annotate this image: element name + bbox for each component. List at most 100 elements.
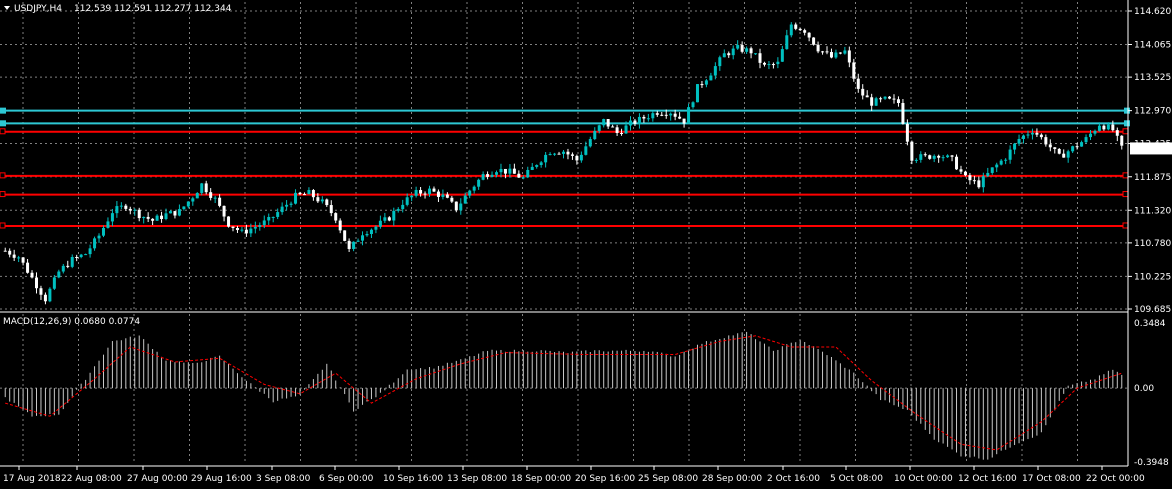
line-handle-left[interactable] [0,128,6,135]
candle-body [749,48,753,54]
candle-body [914,159,918,161]
price-tick-label: 111.875 [1134,173,1171,183]
candle-body [182,206,186,210]
candle-body [1084,137,1088,143]
candle-body [611,126,615,128]
line-handle-left[interactable] [0,191,6,198]
price-tick-label: 110.225 [1134,272,1171,282]
candle-body [289,203,293,205]
time-tick-label: 17 Aug 2018 [3,474,61,484]
candle-body [910,141,914,161]
candle-body [195,192,199,199]
candle-body [999,160,1003,165]
line-handle-right[interactable] [1124,107,1130,114]
candle-body [633,120,637,124]
line-handle-right[interactable] [1122,172,1129,179]
candle-body [584,146,588,155]
candle-body [21,257,25,263]
candle-body [570,154,574,156]
candle-body [231,226,235,228]
candle-body [133,209,137,211]
candle-body [1071,146,1075,152]
candle-body [1062,153,1066,158]
candle-body [713,66,717,76]
candle-body [253,226,257,229]
price-tick-label: 114.065 [1134,41,1171,51]
candle-body [780,49,784,62]
candle-body [727,53,731,56]
candle-body [535,165,539,167]
candle-body [173,211,177,216]
candle-body [191,198,195,202]
current-price-tag [1130,142,1172,155]
price-tick-label: 110.780 [1134,239,1171,249]
candle-body [356,240,360,242]
candle-body [97,235,101,239]
chart-menu-triangle-icon[interactable] [4,6,10,10]
candle-body [1097,125,1101,131]
candle-body [615,127,619,133]
candle-body [932,155,936,159]
candle-body [48,288,52,302]
candle-body [959,169,963,172]
candle-body [896,99,900,103]
candle-body [1044,137,1048,145]
candle-body [624,125,628,134]
candle-body [901,102,905,124]
candle-body [1004,159,1008,161]
candle-body [905,123,909,142]
line-handle-right[interactable] [1122,222,1129,229]
candle-body [410,195,414,198]
candle-body [718,57,722,67]
candle-body [941,157,945,159]
candle-body [803,30,807,33]
candle-body [990,167,994,173]
candle-body [754,53,758,55]
candle-body [874,98,878,106]
candle-body [486,174,490,177]
candle-body [204,183,208,193]
time-tick-label: 10 Oct 00:00 [894,474,953,484]
candle-body [276,212,280,217]
candle-body [1013,143,1017,150]
candle-body [428,188,432,195]
candle-body [807,32,811,38]
candle-body [865,95,869,98]
candle-body [383,217,387,221]
line-handle-right[interactable] [1122,191,1129,198]
candle-body [928,155,932,159]
price-level-lines[interactable] [0,107,1130,229]
candle-body [512,168,516,174]
candle-body [160,215,164,220]
line-handle-left[interactable] [0,107,6,114]
candle-body [861,88,865,96]
candle-body [30,272,34,278]
candle-body [691,102,695,108]
candle-body [923,154,927,156]
candle-body [88,248,92,255]
candle-body [968,175,972,181]
candle-body [414,190,418,196]
line-handle-left[interactable] [0,172,6,179]
candle-body [758,53,762,63]
candle-body [361,235,365,241]
time-tick-label: 12 Oct 16:00 [958,474,1017,484]
line-handle-left[interactable] [0,120,6,127]
line-handle-right[interactable] [1124,120,1130,127]
candle-body [593,130,597,140]
candle-body [687,107,691,124]
grid [0,2,1128,464]
candle-body [1053,147,1057,149]
line-handle-left[interactable] [0,222,6,229]
candle-body [316,197,320,202]
candle-body [3,250,7,252]
candle-body [119,205,123,207]
candle-body [450,197,454,202]
candle-body [812,37,816,45]
candle-body [177,209,181,216]
candle-body [387,217,391,221]
candle-body [597,125,601,131]
line-handle-right[interactable] [1122,128,1129,135]
